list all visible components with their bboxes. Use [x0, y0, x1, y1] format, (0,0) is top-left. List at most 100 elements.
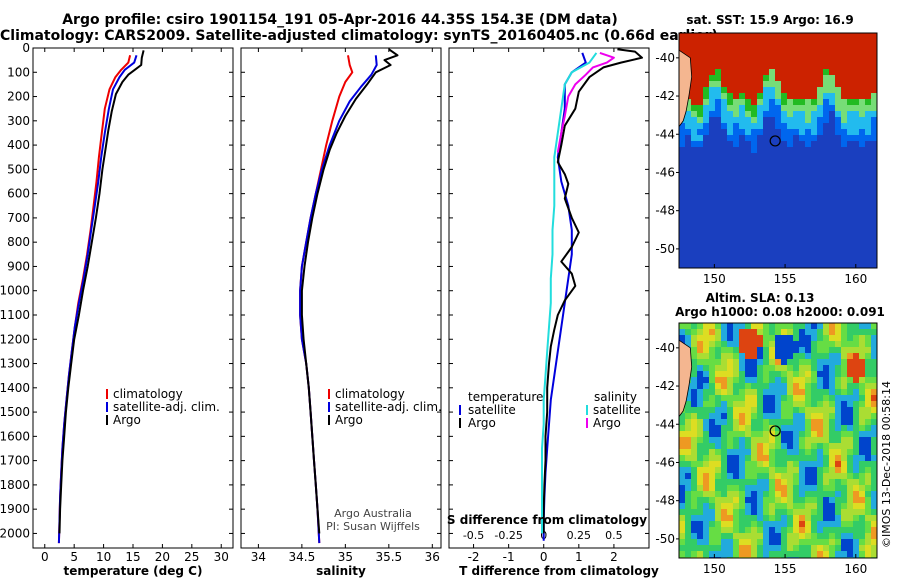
map-cell: [691, 521, 698, 528]
map-cell: [763, 75, 770, 82]
map-cell: [805, 249, 812, 256]
map-cell: [805, 165, 812, 172]
map-cell: [703, 81, 710, 88]
map-cell: [865, 249, 872, 256]
map-cell: [787, 231, 794, 238]
map-cell: [721, 93, 728, 100]
map-cell: [835, 129, 842, 136]
map-cell: [709, 359, 716, 366]
map-cell: [787, 341, 794, 348]
credit-pi: PI: Susan Wijffels: [326, 520, 420, 533]
map-cell: [697, 261, 704, 268]
map-cell: [829, 93, 836, 100]
map-cell: [739, 479, 746, 486]
map-cell: [805, 413, 812, 420]
map-cell: [847, 503, 854, 510]
map-cell: [733, 455, 740, 462]
map-cell: [763, 183, 770, 190]
map-cell: [685, 177, 692, 184]
map-cell: [679, 177, 686, 184]
map-lon-label: 150: [703, 272, 726, 286]
map-cell: [859, 147, 866, 154]
map-cell: [769, 111, 776, 118]
map-lon-label: 150: [703, 562, 726, 576]
map-cell: [697, 63, 704, 70]
map-cell: [763, 413, 770, 420]
map-cell: [841, 539, 848, 546]
map-cell: [841, 413, 848, 420]
map-cell: [715, 449, 722, 456]
map-cell: [799, 353, 806, 360]
map-cell: [799, 123, 806, 130]
map-cell: [823, 87, 830, 94]
map-cell: [811, 255, 818, 262]
map-cell: [823, 45, 830, 52]
map-cell: [859, 491, 866, 498]
map-cell: [691, 509, 698, 516]
map-cell: [697, 45, 704, 52]
map-cell: [721, 443, 728, 450]
map-cell: [835, 93, 842, 100]
map-cell: [847, 129, 854, 136]
map-cell: [781, 395, 788, 402]
map-cell: [775, 413, 782, 420]
map-cell: [781, 123, 788, 130]
map-cell: [739, 395, 746, 402]
map-cell: [799, 213, 806, 220]
map-cell: [685, 503, 692, 510]
map-cell: [679, 183, 686, 190]
map-cell: [823, 63, 830, 70]
map-cell: [829, 455, 836, 462]
map-cell: [757, 431, 764, 438]
map-cell: [781, 473, 788, 480]
map-cell: [691, 365, 698, 372]
map-cell: [865, 87, 872, 94]
map-cell: [775, 551, 782, 558]
map-cell: [775, 425, 782, 432]
map-cell: [829, 533, 836, 540]
map-cell: [823, 389, 830, 396]
map-cell: [841, 87, 848, 94]
map-cell: [739, 111, 746, 118]
float-marker: [769, 425, 781, 437]
map-cell: [703, 431, 710, 438]
map-cell: [799, 75, 806, 82]
x-tick-label: 0: [540, 550, 548, 564]
map-cell: [817, 165, 824, 172]
map-cell: [697, 503, 704, 510]
map-cell: [727, 81, 734, 88]
map-cell: [865, 347, 872, 354]
map-cell: [751, 237, 758, 244]
map-cell: [763, 33, 770, 40]
sla-map: 150 155 160-40-42-44-46-48-50: [655, 322, 878, 576]
map-cell: [763, 93, 770, 100]
map-cell: [691, 545, 698, 552]
map-cell: [793, 371, 800, 378]
map-cell: [793, 353, 800, 360]
map-cell: [835, 383, 842, 390]
map-cell: [739, 165, 746, 172]
map-cell: [685, 431, 692, 438]
map-cell: [823, 81, 830, 88]
map-cell: [733, 395, 740, 402]
map-cell: [865, 93, 872, 100]
map-cell: [739, 93, 746, 100]
map-cell: [691, 467, 698, 474]
map-cell: [685, 213, 692, 220]
map-cell: [841, 521, 848, 528]
map-cell: [841, 147, 848, 154]
map-cell: [727, 407, 734, 414]
map-cell: [727, 93, 734, 100]
map-cell: [763, 359, 770, 366]
map-cell: [691, 503, 698, 510]
map-cell: [739, 57, 746, 64]
map-cell: [787, 165, 794, 172]
map-cell: [853, 515, 860, 522]
map-cell: [817, 159, 824, 166]
map-cell: [853, 135, 860, 142]
map-cell: [697, 135, 704, 142]
map-cell: [799, 407, 806, 414]
map-cell: [733, 461, 740, 468]
map-cell: [829, 189, 836, 196]
map-cell: [697, 353, 704, 360]
